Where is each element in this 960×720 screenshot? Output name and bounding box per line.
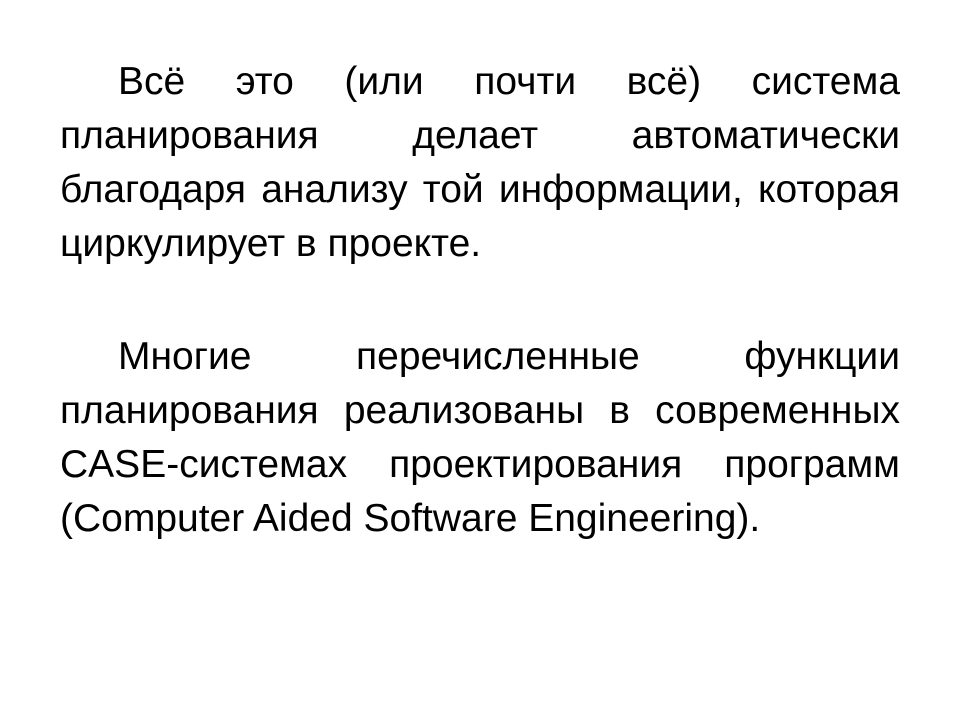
paragraph-case-systems: Многие перечисленные функции планировани…: [60, 335, 900, 540]
paragraph-planning-automation: Всё это (или почти всё) система планиров…: [60, 60, 900, 265]
